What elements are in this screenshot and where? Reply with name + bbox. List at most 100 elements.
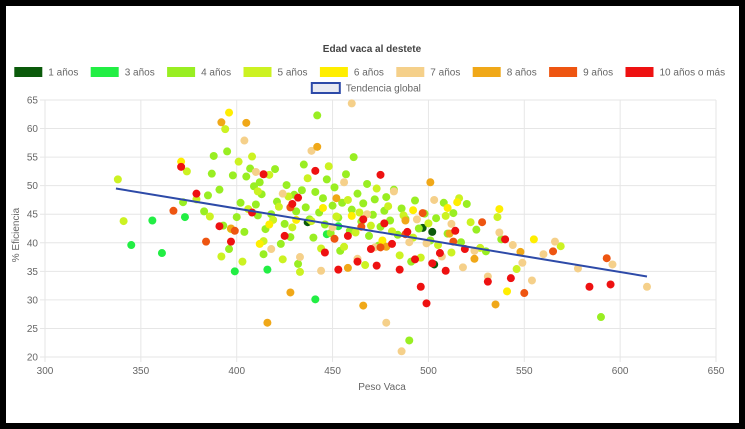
legend-swatch [625, 67, 654, 77]
data-point [353, 189, 362, 198]
data-point [259, 250, 268, 259]
data-point [301, 203, 310, 212]
data-point [395, 251, 404, 260]
data-point [518, 258, 527, 267]
data-point [274, 202, 283, 211]
data-point [458, 263, 467, 272]
data-point [292, 207, 301, 216]
data-point [428, 259, 437, 268]
legend-item[interactable]: Tendencia global [310, 82, 421, 95]
data-point [366, 221, 375, 230]
data-point [343, 195, 352, 204]
data-point [330, 183, 339, 192]
x-tick-label: 500 [420, 366, 437, 377]
data-point [520, 289, 529, 298]
data-point [215, 185, 224, 194]
data-point [177, 162, 186, 171]
data-point [359, 199, 368, 208]
x-tick-label: 450 [324, 366, 341, 377]
data-point [232, 213, 241, 222]
y-tick-label: 50 [27, 181, 39, 192]
data-point [265, 170, 274, 179]
data-point [215, 222, 224, 231]
legend-swatch [472, 67, 501, 77]
data-point [453, 198, 462, 207]
data-point [311, 187, 320, 196]
y-tick-label: 60 [27, 124, 39, 135]
data-point [180, 213, 189, 222]
data-point [202, 237, 211, 246]
legend-item[interactable]: 5 años [243, 67, 308, 79]
data-point [280, 231, 289, 240]
data-point [441, 211, 450, 220]
legend-swatch [167, 67, 196, 77]
legend-label: 4 años [201, 68, 231, 79]
data-point [330, 234, 339, 243]
data-point [297, 186, 306, 195]
data-point [493, 213, 502, 222]
legend-item[interactable]: 8 años [472, 67, 537, 79]
data-point [495, 205, 504, 214]
data-point [309, 233, 318, 242]
legend[interactable]: 1 años 3 años 4 años 5 años 6 años 7 años 8 añ… [14, 67, 725, 95]
x-tick-label: 350 [133, 366, 150, 377]
data-point [127, 241, 136, 250]
data-point [313, 111, 322, 120]
data-point [495, 228, 504, 237]
data-point [478, 218, 487, 227]
data-point [255, 239, 264, 248]
data-point [359, 301, 368, 310]
data-point [529, 235, 538, 244]
data-point [299, 160, 308, 169]
legend-item[interactable]: 1 años [14, 67, 78, 79]
data-point [503, 287, 512, 296]
legend-item[interactable]: 7 años [396, 67, 460, 79]
data-point [251, 167, 260, 176]
x-tick-label: 300 [37, 366, 54, 377]
data-point [280, 219, 289, 228]
data-point [341, 170, 350, 179]
data-point [318, 203, 327, 212]
legend-swatch [243, 67, 272, 77]
data-point [384, 202, 393, 211]
data-point [412, 215, 421, 224]
data-point [242, 172, 251, 181]
legend-item[interactable]: 4 años [167, 67, 231, 79]
data-point [606, 280, 615, 289]
data-point [248, 152, 257, 161]
legend-item[interactable]: 6 años [319, 67, 384, 79]
legend-item[interactable]: 10 años o más [625, 67, 726, 79]
data-point [322, 175, 331, 184]
y-tick-label: 35 [27, 267, 39, 278]
data-point [182, 167, 191, 176]
legend-label: 9 años [583, 68, 613, 79]
data-point [228, 171, 237, 180]
data-point [602, 254, 611, 263]
data-point [472, 225, 481, 234]
data-point [370, 195, 379, 204]
data-point [278, 189, 287, 198]
data-point [462, 199, 471, 208]
data-point [294, 259, 303, 268]
data-point [353, 257, 362, 266]
y-tick-label: 40 [27, 238, 39, 249]
data-point [470, 254, 479, 263]
data-point [320, 248, 329, 257]
data-point [282, 181, 291, 190]
trend-line-group [115, 187, 648, 278]
data-point [361, 261, 370, 270]
data-point [380, 219, 389, 228]
legend-item[interactable]: 3 años [90, 67, 155, 79]
data-point [397, 204, 406, 213]
data-point [405, 336, 414, 345]
data-point [207, 169, 216, 178]
data-point [376, 243, 385, 252]
data-points [113, 99, 651, 356]
data-point [259, 170, 268, 179]
y-tick-label: 25 [27, 324, 39, 335]
legend-item[interactable]: 9 años [549, 67, 613, 79]
data-point [288, 223, 297, 232]
data-point [230, 226, 239, 235]
data-point [378, 236, 387, 245]
data-point [457, 238, 466, 247]
